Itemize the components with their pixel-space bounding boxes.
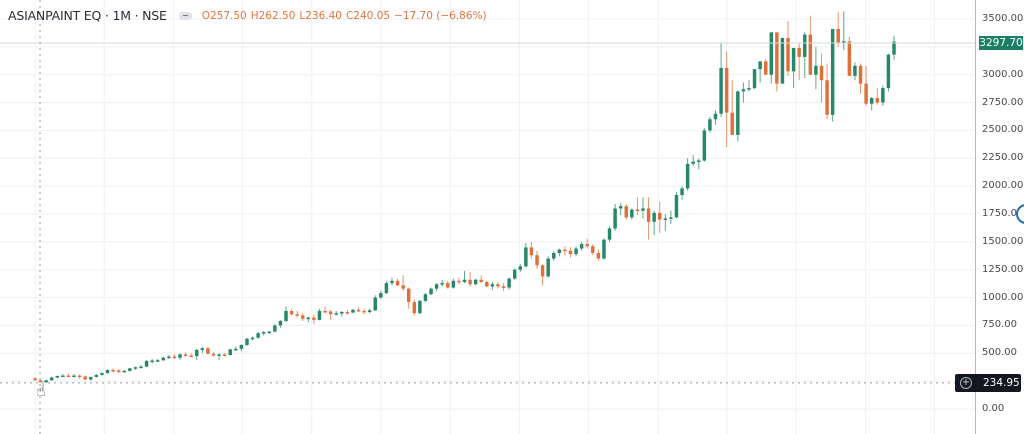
price-tick-label: 3500.00 (982, 12, 1024, 24)
candlestick-plot[interactable] (0, 0, 975, 434)
price-tick-label: 2500.00 (982, 124, 1024, 136)
crosshair-price-value: 234.95 (983, 377, 1020, 389)
price-tick-label: 2000.00 (982, 180, 1024, 192)
low-value: L236.40 (299, 9, 342, 22)
open-value: O257.50 (201, 9, 247, 22)
price-tick-label: 1000.00 (982, 291, 1024, 303)
price-tick-label: 500.00 (982, 347, 1017, 359)
price-tick-label: 1750.00 (982, 207, 1024, 219)
high-value: H262.50 (250, 9, 296, 22)
price-tick-label: 2250.00 (982, 152, 1024, 164)
chart-legend: ASIANPAINT EQ · 1M · NSE O257.50 H262.50… (8, 8, 491, 23)
price-tick-label: 2750.00 (982, 96, 1024, 108)
crosshair-lines (0, 0, 975, 434)
last-price-label: 3297.70 (979, 36, 1023, 50)
add-plus-icon[interactable]: + (960, 377, 972, 389)
candles (33, 11, 896, 384)
price-tick-label: 0.00 (982, 403, 1005, 414)
grid-lines (0, 0, 975, 434)
symbol-title[interactable]: ASIANPAINT EQ · 1M · NSE (8, 8, 167, 23)
price-tick-label: 1250.00 (982, 263, 1024, 275)
price-tick-label: 3000.00 (982, 68, 1024, 80)
collapse-legend-icon[interactable] (178, 11, 192, 20)
close-value: C240.05 (345, 9, 391, 22)
price-tick-label: 1500.00 (982, 235, 1024, 247)
hand-cursor-icon: ☝ (36, 381, 46, 400)
change-value: −17.70 (−6.86%) (394, 9, 487, 22)
price-tick-label: 750.00 (982, 319, 1017, 331)
chart-pane[interactable]: ASIANPAINT EQ · 1M · NSE O257.50 H262.50… (0, 0, 975, 434)
price-axis[interactable]: 3500.00 3000.00 2750.00 2500.00 2250.00 2000.… (975, 0, 1024, 434)
crosshair-price-label[interactable]: + 234.95 (955, 374, 1021, 392)
